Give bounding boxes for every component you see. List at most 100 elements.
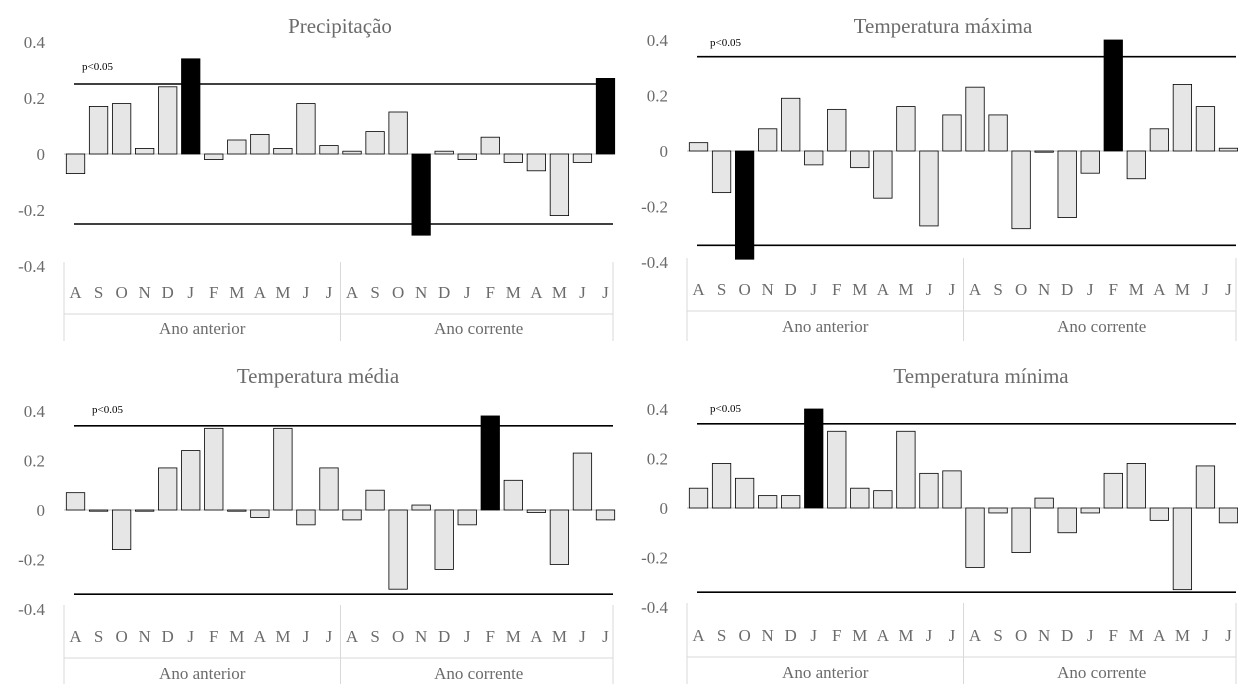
x-tick-label: A [346,283,359,302]
x-tick-label: F [1109,280,1118,299]
x-tick-label: J [810,626,817,645]
x-tick-label: S [94,627,103,646]
x-tick-label: M [506,627,521,646]
y-tick-label: -0.4 [18,257,45,276]
group-label: Ano corrente [434,664,523,683]
y-tick-label: -0.2 [641,549,668,568]
x-tick-label: N [139,627,151,646]
x-tick-label: N [415,627,427,646]
bar [873,150,893,199]
bar-significant [411,153,431,236]
bar [296,103,316,155]
x-tick-label: F [209,627,218,646]
bar [365,489,385,511]
y-tick-label: -0.2 [18,551,45,570]
bar [250,509,270,518]
y-tick-label: 0 [37,501,46,520]
x-tick-label: N [762,626,774,645]
y-tick-label: 0 [660,499,669,518]
bar [734,477,755,509]
bar [135,147,155,155]
bar [319,145,339,155]
bar [296,509,316,526]
x-tick-label: A [346,627,359,646]
x-tick-label: J [1225,626,1232,645]
x-tick-label: J [949,280,956,299]
bar [850,487,870,509]
bar [457,153,477,160]
y-tick-label: 0 [660,142,669,161]
x-tick-label: M [229,283,244,302]
x-tick-label: A [69,627,82,646]
bar [1034,150,1054,153]
bar [388,111,408,155]
x-tick-label: S [370,627,379,646]
bar [919,150,939,227]
x-tick-label: A [877,280,890,299]
bar [965,86,985,152]
chart-title: Temperatura máxima [854,14,1033,38]
y-tick-label: 0.2 [24,89,45,108]
chart-title: Precipitação [288,14,392,38]
y-tick-label: -0.4 [18,600,45,619]
x-tick-label: D [162,627,174,646]
group-label: Ano corrente [1057,317,1146,336]
bar [388,509,408,590]
x-tick-label: O [738,626,750,645]
x-tick-label: N [1038,280,1050,299]
x-tick-label: M [898,280,913,299]
x-tick-label: J [1202,280,1209,299]
y-tick-label: 0.2 [647,87,668,106]
bar [181,450,201,511]
bar-significant [595,78,616,155]
x-tick-label: J [926,280,933,299]
x-tick-label: J [602,627,609,646]
x-tick-label: J [579,283,586,302]
bar [942,114,962,152]
x-tick-label: D [1061,280,1073,299]
bar [988,507,1008,514]
bar [1080,150,1100,174]
x-tick-label: J [579,627,586,646]
x-tick-label: N [1038,626,1050,645]
x-tick-label: S [993,280,1002,299]
bar [1057,507,1077,534]
bar [781,97,801,152]
x-tick-label: A [969,626,982,645]
bar [896,430,916,509]
bar [1126,463,1146,509]
bar [1149,128,1169,152]
x-tick-label: D [785,280,797,299]
x-tick-label: O [1015,626,1027,645]
x-tick-label: D [162,283,174,302]
bar [711,463,732,509]
bar-significant [804,408,824,509]
x-tick-label: M [552,283,567,302]
x-tick-label: M [275,283,290,302]
x-tick-label: J [464,627,471,646]
x-tick-label: O [738,280,750,299]
bar [526,153,546,172]
bar [319,467,339,511]
bar [1103,472,1123,509]
x-tick-label: J [187,283,194,302]
x-tick-label: M [1175,626,1190,645]
bar [595,509,616,521]
bar [434,509,454,570]
x-tick-label: F [486,627,495,646]
bar [411,504,431,511]
x-tick-label: M [898,626,913,645]
bar [804,150,824,166]
chart-title: Temperatura média [237,364,400,388]
bar [919,472,939,509]
x-tick-label: J [810,280,817,299]
bar [711,150,732,194]
panel-temperatura-maxima: Temperatura máxima p<0.05 0.4 0.2 0 -0.2 -0.… [641,14,1238,341]
x-tick-label: O [392,283,404,302]
bar [135,509,155,512]
x-tick-label: D [438,627,450,646]
x-tick-label: J [1087,280,1094,299]
x-tick-label: M [1129,280,1144,299]
bar [873,490,893,509]
